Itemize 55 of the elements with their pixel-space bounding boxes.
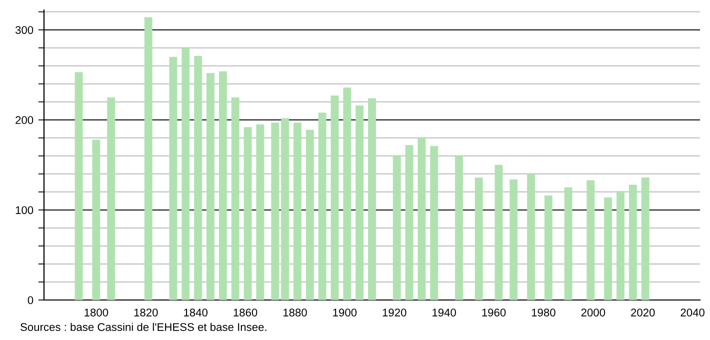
bar xyxy=(206,73,214,300)
x-tick-label: 1800 xyxy=(84,308,108,316)
bar xyxy=(231,97,240,300)
bar xyxy=(564,187,572,300)
x-tick-label: 1960 xyxy=(482,308,506,316)
bar xyxy=(586,180,595,300)
bar xyxy=(616,191,624,300)
bar xyxy=(454,156,463,300)
x-tick-label: 1880 xyxy=(283,308,307,316)
bar xyxy=(218,71,227,300)
x-tick-label: 1940 xyxy=(432,308,456,316)
bar xyxy=(169,56,178,300)
bar xyxy=(527,174,536,300)
bar xyxy=(494,164,503,300)
bar xyxy=(474,178,483,300)
bar xyxy=(293,122,302,300)
x-tick-label: 1980 xyxy=(532,308,556,316)
bar xyxy=(356,105,364,300)
x-tick-label: 1860 xyxy=(234,308,258,316)
bar xyxy=(271,122,280,300)
y-tick-label: 300 xyxy=(15,26,34,34)
bar xyxy=(182,48,190,300)
bar xyxy=(368,98,376,300)
bar xyxy=(343,87,352,300)
bar xyxy=(74,72,83,300)
x-tick-label: 1900 xyxy=(333,308,357,316)
bar xyxy=(544,196,552,300)
bar xyxy=(392,156,401,300)
bar xyxy=(194,56,202,300)
bar xyxy=(641,178,650,300)
y-tick-label: 100 xyxy=(16,206,34,214)
bar xyxy=(318,112,326,300)
source-note: Sources : base Cassini de l'EHESS et base Insee. xyxy=(20,322,266,331)
bar xyxy=(306,130,314,300)
bar xyxy=(144,17,152,300)
bar xyxy=(604,197,612,300)
y-tick-label: 0 xyxy=(28,296,34,304)
bar xyxy=(92,140,100,300)
y-tick-label: 200 xyxy=(16,116,34,124)
bar xyxy=(256,124,264,300)
bar xyxy=(510,179,518,300)
x-tick-label: 1920 xyxy=(382,308,406,316)
x-tick-label: 1840 xyxy=(184,308,208,316)
x-tick-label: 1820 xyxy=(134,308,158,316)
x-tick-label: 2040 xyxy=(680,308,704,316)
x-tick-label: 2000 xyxy=(581,308,606,316)
bar xyxy=(107,97,116,300)
bar xyxy=(281,118,290,300)
bar xyxy=(244,127,252,300)
bar xyxy=(628,184,637,300)
bar xyxy=(330,96,339,300)
bar xyxy=(418,138,426,300)
bar xyxy=(430,146,438,300)
bar xyxy=(405,145,414,300)
x-tick-label: 2020 xyxy=(631,308,655,316)
